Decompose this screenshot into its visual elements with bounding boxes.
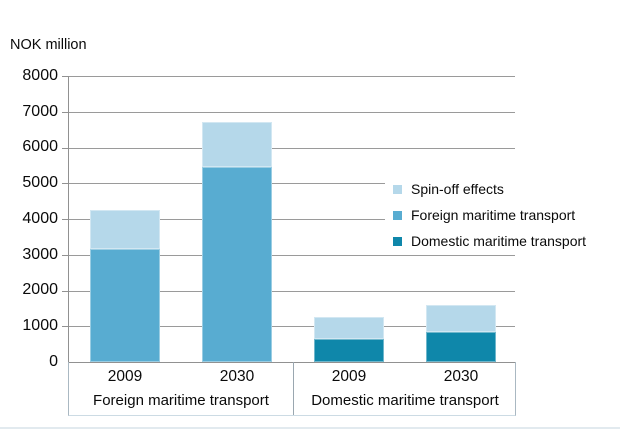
- y-tick-label: 5000: [22, 174, 58, 191]
- group-label-foreign: Foreign maritime transport: [93, 392, 269, 409]
- bar-foreign-2030: [202, 76, 272, 362]
- legend-label: Spin-off effects: [411, 181, 504, 197]
- y-tick-label: 4000: [22, 210, 58, 227]
- gridline-8000: [69, 76, 515, 77]
- gridline-7000: [69, 111, 515, 113]
- y-tick-label: 7000: [22, 103, 58, 120]
- y-tick-label: 3000: [22, 246, 58, 263]
- bar-segment-spin_off: [90, 210, 160, 250]
- y-tick: [62, 254, 69, 256]
- bar-segment-foreign: [90, 249, 160, 362]
- y-tick: [62, 147, 69, 149]
- bar-domestic-2009: [314, 76, 384, 362]
- y-tick-label: 8000: [22, 67, 58, 84]
- bar-segment-domestic: [314, 338, 384, 362]
- gridline-1000: [69, 326, 515, 328]
- gridline-2000: [69, 290, 515, 292]
- legend-swatch-spin-off-icon: [393, 184, 402, 194]
- legend-label: Foreign maritime transport: [411, 207, 576, 223]
- y-axis-unit-label: NOK million: [10, 37, 87, 53]
- y-tick: [62, 326, 69, 328]
- bar-domestic-2030: [426, 76, 496, 362]
- gridline-3000: [69, 254, 515, 256]
- legend: Spin-off effects Foreign maritime transp…: [385, 175, 597, 255]
- group-label-domestic: Domestic maritime transport: [311, 392, 499, 409]
- x-tick-label-domestic-2030: 2030: [443, 368, 479, 385]
- y-tick: [62, 219, 69, 220]
- x-tick-label-domestic-2009: 2009: [331, 368, 367, 385]
- bar-segment-domestic: [426, 331, 496, 362]
- y-tick-label: 0: [49, 353, 58, 370]
- bar-segment-spin_off: [314, 317, 384, 339]
- bar-segment-spin_off: [426, 304, 496, 332]
- bar-segment-spin_off: [202, 122, 272, 168]
- y-tick: [62, 183, 69, 185]
- legend-item-domestic: Domestic maritime transport: [387, 228, 593, 254]
- legend-item-foreign: Foreign maritime transport: [387, 202, 593, 228]
- y-tick-label: 1000: [22, 317, 58, 334]
- bar-segment-foreign: [202, 167, 272, 362]
- legend-swatch-domestic-icon: [393, 236, 402, 246]
- x-axis-label-box: 2009 2030 2009 2030 Foreign maritime tra…: [68, 362, 516, 416]
- y-tick-label: 2000: [22, 281, 58, 298]
- y-tick: [62, 76, 69, 77]
- legend-swatch-foreign-icon: [393, 210, 402, 220]
- group-divider: [293, 362, 294, 415]
- plot-area: Spin-off effects Foreign maritime transp…: [62, 76, 597, 363]
- legend-label: Domestic maritime transport: [411, 233, 587, 249]
- legend-item-spin-off: Spin-off effects: [387, 176, 593, 202]
- y-tick: [62, 111, 69, 113]
- y-tick: [62, 290, 69, 292]
- gridline-6000: [69, 147, 515, 149]
- y-tick-label: 6000: [22, 138, 58, 155]
- x-tick-label-foreign-2009: 2009: [107, 368, 143, 385]
- x-tick-label-foreign-2030: 2030: [219, 368, 255, 385]
- page-rule: [0, 427, 620, 429]
- bar-foreign-2009: [90, 76, 160, 362]
- gridline-5000: [69, 183, 515, 185]
- gridline-4000: [69, 219, 515, 220]
